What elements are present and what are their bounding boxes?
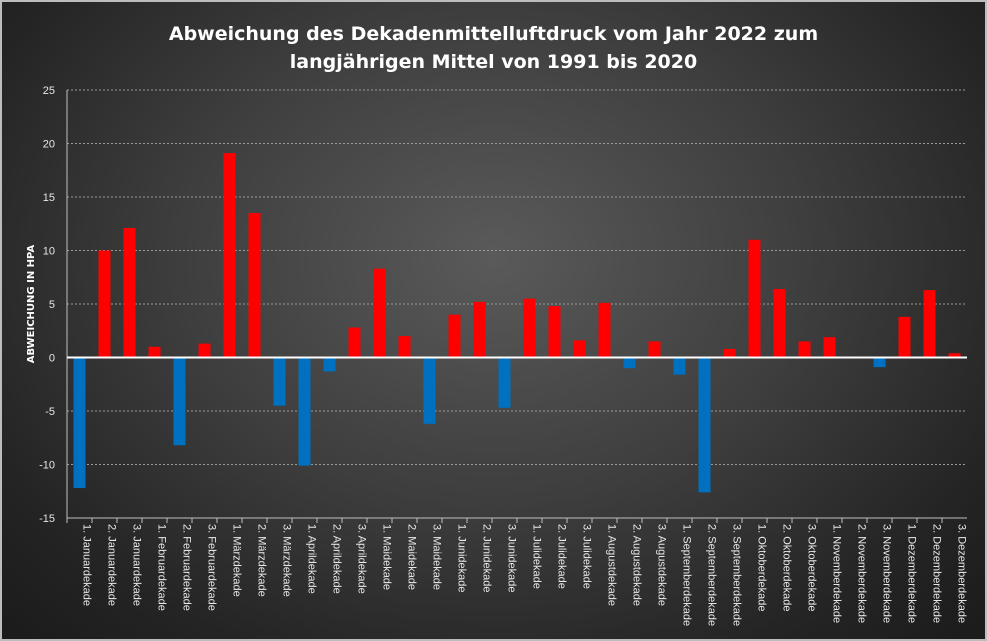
x-tick-label: 2. Junidekade [481, 524, 493, 593]
x-tick-label: 1. Januardekade [81, 524, 93, 606]
bar [748, 239, 761, 358]
x-tick-label: 3. Septemberdekade [731, 524, 743, 626]
x-tick-label: 2. Novemberdekade [856, 524, 868, 623]
x-tick-label: 2. Oktoberdekade [781, 524, 793, 611]
x-tick-label: 1. Märzdekade [231, 524, 243, 597]
bar [598, 302, 611, 358]
y-tick-label: 5 [49, 299, 55, 311]
y-axis-label: ABWEICHUNG IN HPA [26, 245, 37, 364]
x-tick-label: 2. Maidekade [406, 524, 418, 590]
x-tick-label: 3. Maidekade [431, 524, 443, 590]
x-tick-label: 1. Oktoberdekade [756, 524, 768, 611]
x-tick-label: 3. Aprildekade [356, 524, 368, 594]
x-tick-label: 2. Märzdekade [256, 524, 268, 597]
x-tick-label: 3. Junidekade [506, 524, 518, 593]
x-tick-label: 3. Februardekade [206, 524, 218, 611]
x-tick-label: 1. Junidekade [456, 524, 468, 593]
bar [923, 290, 936, 358]
x-tick-label: 3. Oktoberdekade [806, 524, 818, 611]
x-tick-label: 2. Julidekade [556, 524, 568, 589]
bar [523, 298, 536, 358]
x-tick-label: 1. Maidekade [381, 524, 393, 590]
bar [148, 346, 161, 358]
bar [723, 348, 736, 358]
bar [798, 341, 811, 358]
bar [898, 316, 911, 358]
bar [448, 314, 461, 358]
bar [548, 306, 561, 358]
bar [623, 357, 636, 369]
bar [698, 357, 711, 493]
x-tick-label: 1. Dezemberdekade [906, 524, 918, 623]
x-tick-label: 3. Januardekade [131, 524, 143, 606]
x-tick-label: 2. Aprildekade [331, 524, 343, 594]
x-tick-label: 1. Julidekade [531, 524, 543, 589]
bar [323, 357, 336, 372]
x-tick-label: 3. Augustdekade [656, 524, 668, 606]
x-tick-label: 3. Julidekade [581, 524, 593, 589]
y-tick-label: -15 [39, 513, 55, 525]
y-tick-label: 20 [43, 139, 55, 151]
bar [673, 357, 686, 375]
x-tick-label: 2. Dezemberdekade [931, 524, 943, 623]
chart-title: Abweichung des Dekadenmittelluftdruck vo… [168, 23, 819, 73]
x-tick-label: 2. Januardekade [106, 524, 118, 606]
y-tick-label: -5 [45, 406, 55, 418]
bar [198, 343, 211, 358]
y-tick-label: -10 [39, 460, 55, 472]
x-tick-label: 2. Septemberdekade [706, 524, 718, 626]
bar [223, 153, 236, 358]
bar [498, 357, 511, 408]
bar [248, 213, 261, 358]
bar [823, 337, 836, 358]
x-tick-label: 3. Märzdekade [281, 524, 293, 597]
bar [773, 289, 786, 358]
bar [73, 357, 86, 489]
y-tick-label: 25 [43, 85, 55, 97]
bar [123, 228, 136, 358]
bar [648, 341, 661, 358]
x-tick-label: 1. Augustdekade [606, 524, 618, 606]
axes [66, 90, 967, 523]
y-tick-label: 0 [49, 353, 55, 365]
x-tick-label: 3. Novemberdekade [881, 524, 893, 623]
bar [423, 357, 436, 424]
bar [348, 327, 361, 358]
bar [273, 357, 286, 406]
x-tick-label: 1. Aprildekade [306, 524, 318, 594]
bar [398, 336, 411, 358]
bar [173, 357, 186, 446]
x-tick-label: 1. Februardekade [156, 524, 168, 611]
gridlines [67, 89, 967, 519]
bars [73, 153, 961, 493]
x-tick-label: 2. Augustdekade [631, 524, 643, 606]
x-tick-label: 1. Novemberdekade [831, 524, 843, 623]
y-tick-label: 15 [43, 192, 55, 204]
bar [473, 301, 486, 358]
bar [298, 357, 311, 466]
x-tick-label: 3. Dezemberdekade [956, 524, 968, 623]
bar [98, 250, 111, 358]
y-tick-labels: -15 -10 -5 0 5 10 15 20 25 [39, 85, 55, 525]
y-tick-label: 10 [43, 246, 55, 258]
bar [948, 353, 961, 358]
bar [373, 268, 386, 358]
x-tick-label: 2. Februardekade [181, 524, 193, 611]
x-tick-labels: 1. Januardekade 2. Januardekade 3. Januard… [81, 524, 968, 626]
bar [573, 340, 586, 358]
bar [873, 357, 886, 368]
x-tick-label: 1. Septemberdekade [681, 524, 693, 626]
